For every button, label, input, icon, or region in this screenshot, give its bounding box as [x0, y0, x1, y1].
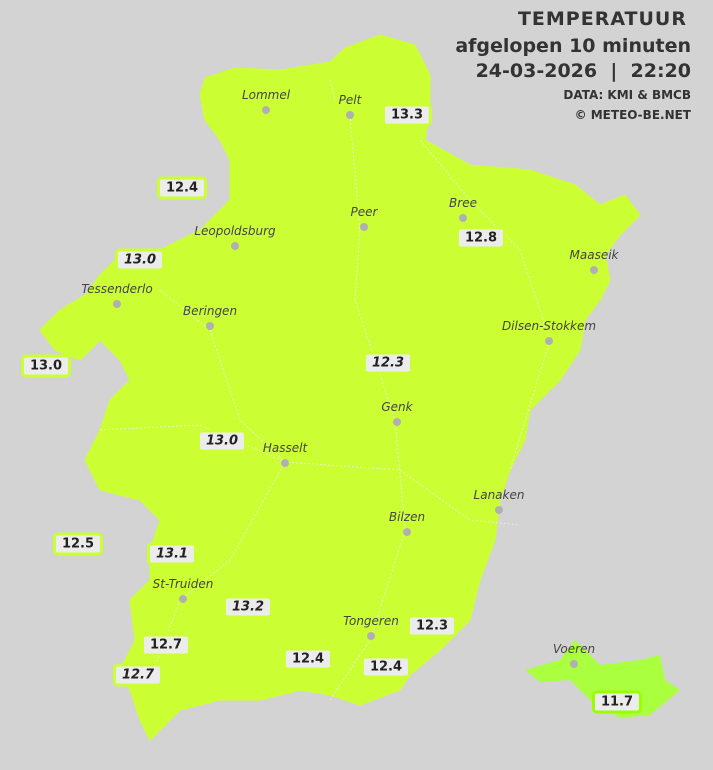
city-label: Tessenderlo [81, 282, 153, 296]
city-dot [206, 322, 214, 330]
city-dot [367, 632, 375, 640]
temperature-label: 13.2 [222, 595, 274, 619]
temperature-label: 13.0 [114, 248, 166, 272]
city-dot [360, 223, 368, 231]
temperature-label: 12.7 [140, 633, 192, 657]
map-subtitle: afgelopen 10 minuten [455, 35, 691, 57]
city-dot [262, 106, 270, 114]
city-dot [281, 459, 289, 467]
copyright: © METEO-BE.NET [574, 108, 691, 122]
region-main [39, 34, 641, 741]
city-label: Voeren [552, 642, 596, 656]
city-label: Lommel [241, 88, 291, 102]
temperature-label: 13.0 [196, 429, 248, 453]
temperature-label: 12.4 [282, 647, 334, 671]
city-dot [231, 242, 239, 250]
temperature-label: 13.0 [20, 354, 72, 378]
city-label: Dilsen-Stokkem [501, 319, 597, 333]
temperature-label: 12.4 [156, 176, 208, 200]
city-label: St-Truiden [152, 577, 214, 591]
city-dot [403, 528, 411, 536]
temperature-label: 12.5 [52, 532, 104, 556]
temperature-label: 13.1 [146, 542, 198, 566]
city-label: Bree [449, 196, 477, 210]
city-dot [459, 214, 467, 222]
data-source: DATA: KMI & BMCB [563, 88, 691, 102]
map-title: TEMPERATUUR [517, 8, 687, 30]
city-label: Maaseik [569, 248, 619, 262]
city-label: Pelt [338, 93, 362, 107]
city-label: Peer [350, 205, 378, 219]
city-label: Leopoldsburg [194, 224, 276, 238]
city-label: Genk [381, 400, 413, 414]
city-label: Lanaken [473, 488, 525, 502]
city-dot [590, 266, 598, 274]
city-dot [346, 111, 354, 119]
city-dot [179, 595, 187, 603]
city-dot [545, 337, 553, 345]
map-datetime: 24-03-2026 | 22:20 [475, 60, 691, 82]
city-dot [113, 300, 121, 308]
city-label: Tongeren [343, 614, 399, 628]
city-dot [495, 506, 503, 514]
city-label: Hasselt [262, 441, 308, 455]
city-dot [393, 418, 401, 426]
city-dot [570, 660, 578, 668]
temperature-label: 12.7 [112, 663, 164, 687]
temperature-label: 11.7 [591, 690, 643, 714]
temperature-label: 12.3 [406, 614, 458, 638]
temperature-label: 13.3 [381, 103, 433, 127]
temperature-label: 12.8 [455, 226, 507, 250]
temperature-label: 12.4 [360, 655, 412, 679]
city-label: Beringen [182, 304, 238, 318]
temperature-label: 12.3 [362, 351, 414, 375]
city-label: Bilzen [388, 510, 426, 524]
